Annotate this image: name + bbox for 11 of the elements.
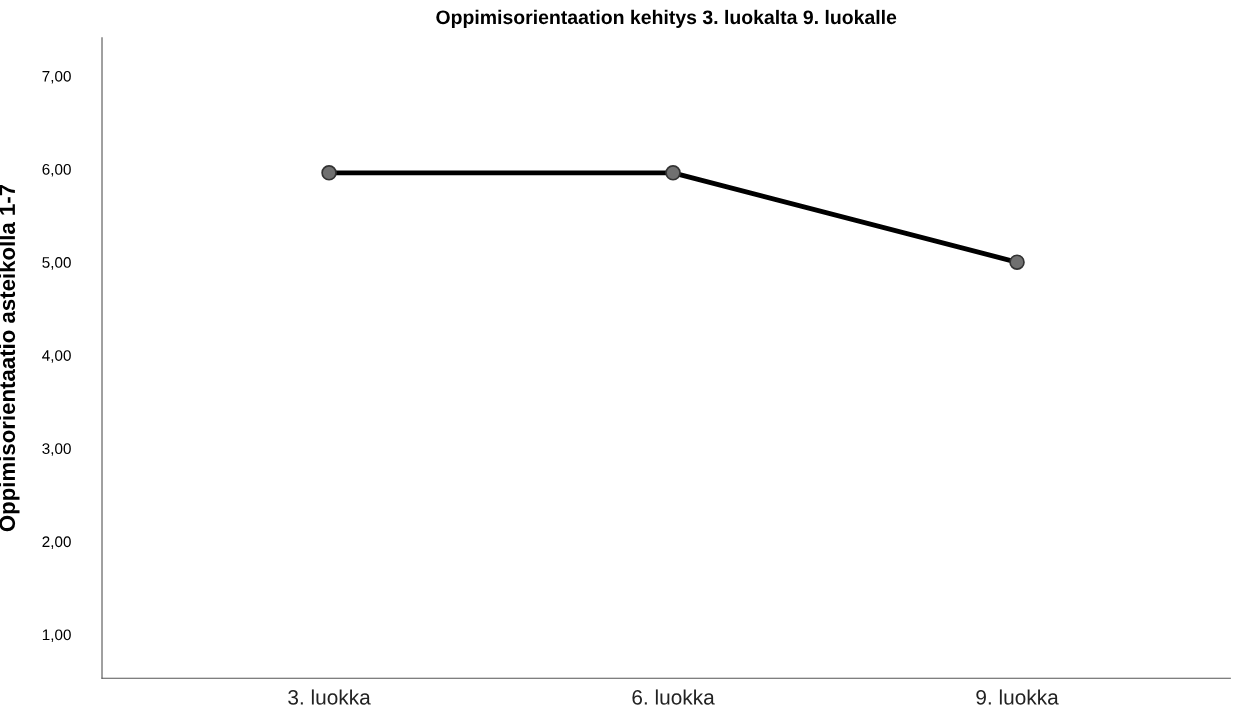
y-tick-label: 1,00	[42, 629, 71, 643]
y-tick-label: 2,00	[42, 536, 71, 549]
chart-title: Oppimisorientaation kehitys 3. luokalta 9. luokalle	[436, 9, 897, 28]
x-tick-label: 6. luokka	[632, 689, 715, 705]
x-tick-label: 9. luokka	[976, 689, 1059, 705]
x-tick-label: 3. luokka	[288, 689, 371, 705]
y-tick-label: 3,00	[42, 443, 71, 456]
y-tick-label: 5,00	[42, 257, 71, 270]
y-tick-label: 4,00	[42, 350, 71, 363]
y-tick-label: 6,00	[42, 163, 71, 177]
y-tick-label: 7,00	[42, 70, 71, 84]
